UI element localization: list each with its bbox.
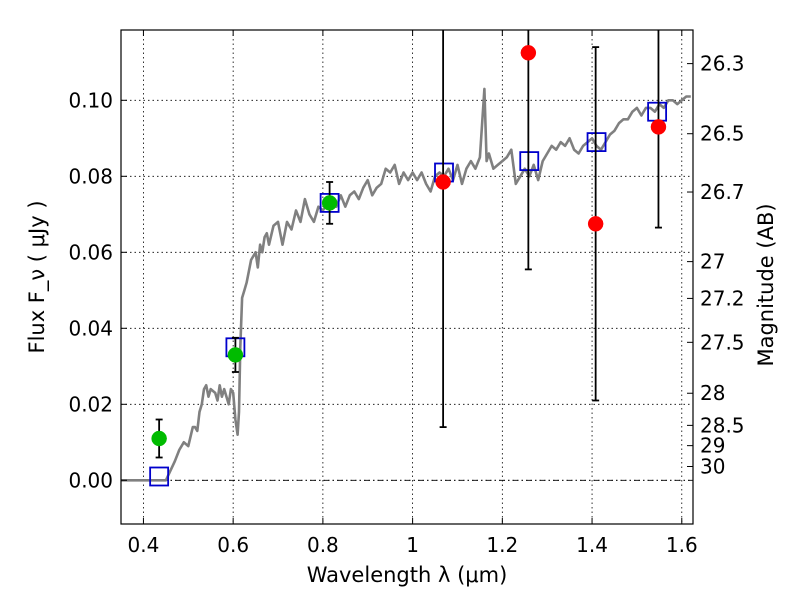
- plot-area-data: [121, 30, 693, 487]
- x-axis-label: Wavelength λ (μm): [307, 563, 508, 587]
- magnitude-tick-label: 27.2: [700, 286, 745, 310]
- magnitude-tick-label: 30: [700, 455, 725, 479]
- model-band-square: [149, 466, 170, 487]
- x-tick-label: 0.8: [307, 533, 339, 557]
- x-tick-label: 0.4: [128, 533, 160, 557]
- magnitude-tick-label: 27: [700, 250, 725, 274]
- axis-ticks: 0.4 0.6 0.8 1 1.2 1.4 1.6 0.00 0.02 0.04 0.06 0.08 0…: [68, 30, 745, 557]
- observed-point: [151, 430, 167, 447]
- y-tick-label: 0.06: [68, 240, 113, 264]
- y-tick-label: 0.00: [68, 468, 113, 492]
- x-tick-label: 0.6: [217, 533, 249, 557]
- model-spectrum-line: [121, 87, 691, 482]
- y-axis-label: Flux F_ν ( μJy ): [25, 200, 50, 353]
- magnitude-tick-label: 28: [700, 381, 725, 405]
- observed-point: [520, 45, 537, 61]
- observed-point: [321, 195, 338, 211]
- x-tick-label: 1.4: [576, 533, 608, 557]
- magnitude-tick-label: 26.5: [700, 122, 745, 146]
- observed-point: [650, 119, 667, 135]
- magnitude-tick-label: 26.3: [700, 52, 745, 76]
- y-tick-label: 0.10: [68, 88, 113, 112]
- x-tick-label: 1.6: [666, 533, 698, 557]
- x-tick-label: 1.2: [486, 533, 518, 557]
- magnitude-tick-label: 26.7: [700, 180, 745, 204]
- observed-point: [435, 174, 451, 190]
- observed-point: [227, 347, 244, 363]
- y-tick-label: 0.02: [68, 392, 113, 416]
- magnitude-tick-label: 29: [700, 434, 725, 458]
- magnitude-tick-label: 27.5: [700, 330, 745, 354]
- y-tick-label: 0.08: [68, 164, 113, 188]
- observed-point: [587, 216, 604, 232]
- magnitude-tick-label: 28.5: [700, 413, 745, 437]
- x-tick-label: 1: [406, 533, 419, 557]
- plot-frame: [120, 29, 694, 525]
- y-tick-label: 0.04: [68, 316, 113, 340]
- magnitude-axis-label: Magnitude (AB): [754, 203, 778, 366]
